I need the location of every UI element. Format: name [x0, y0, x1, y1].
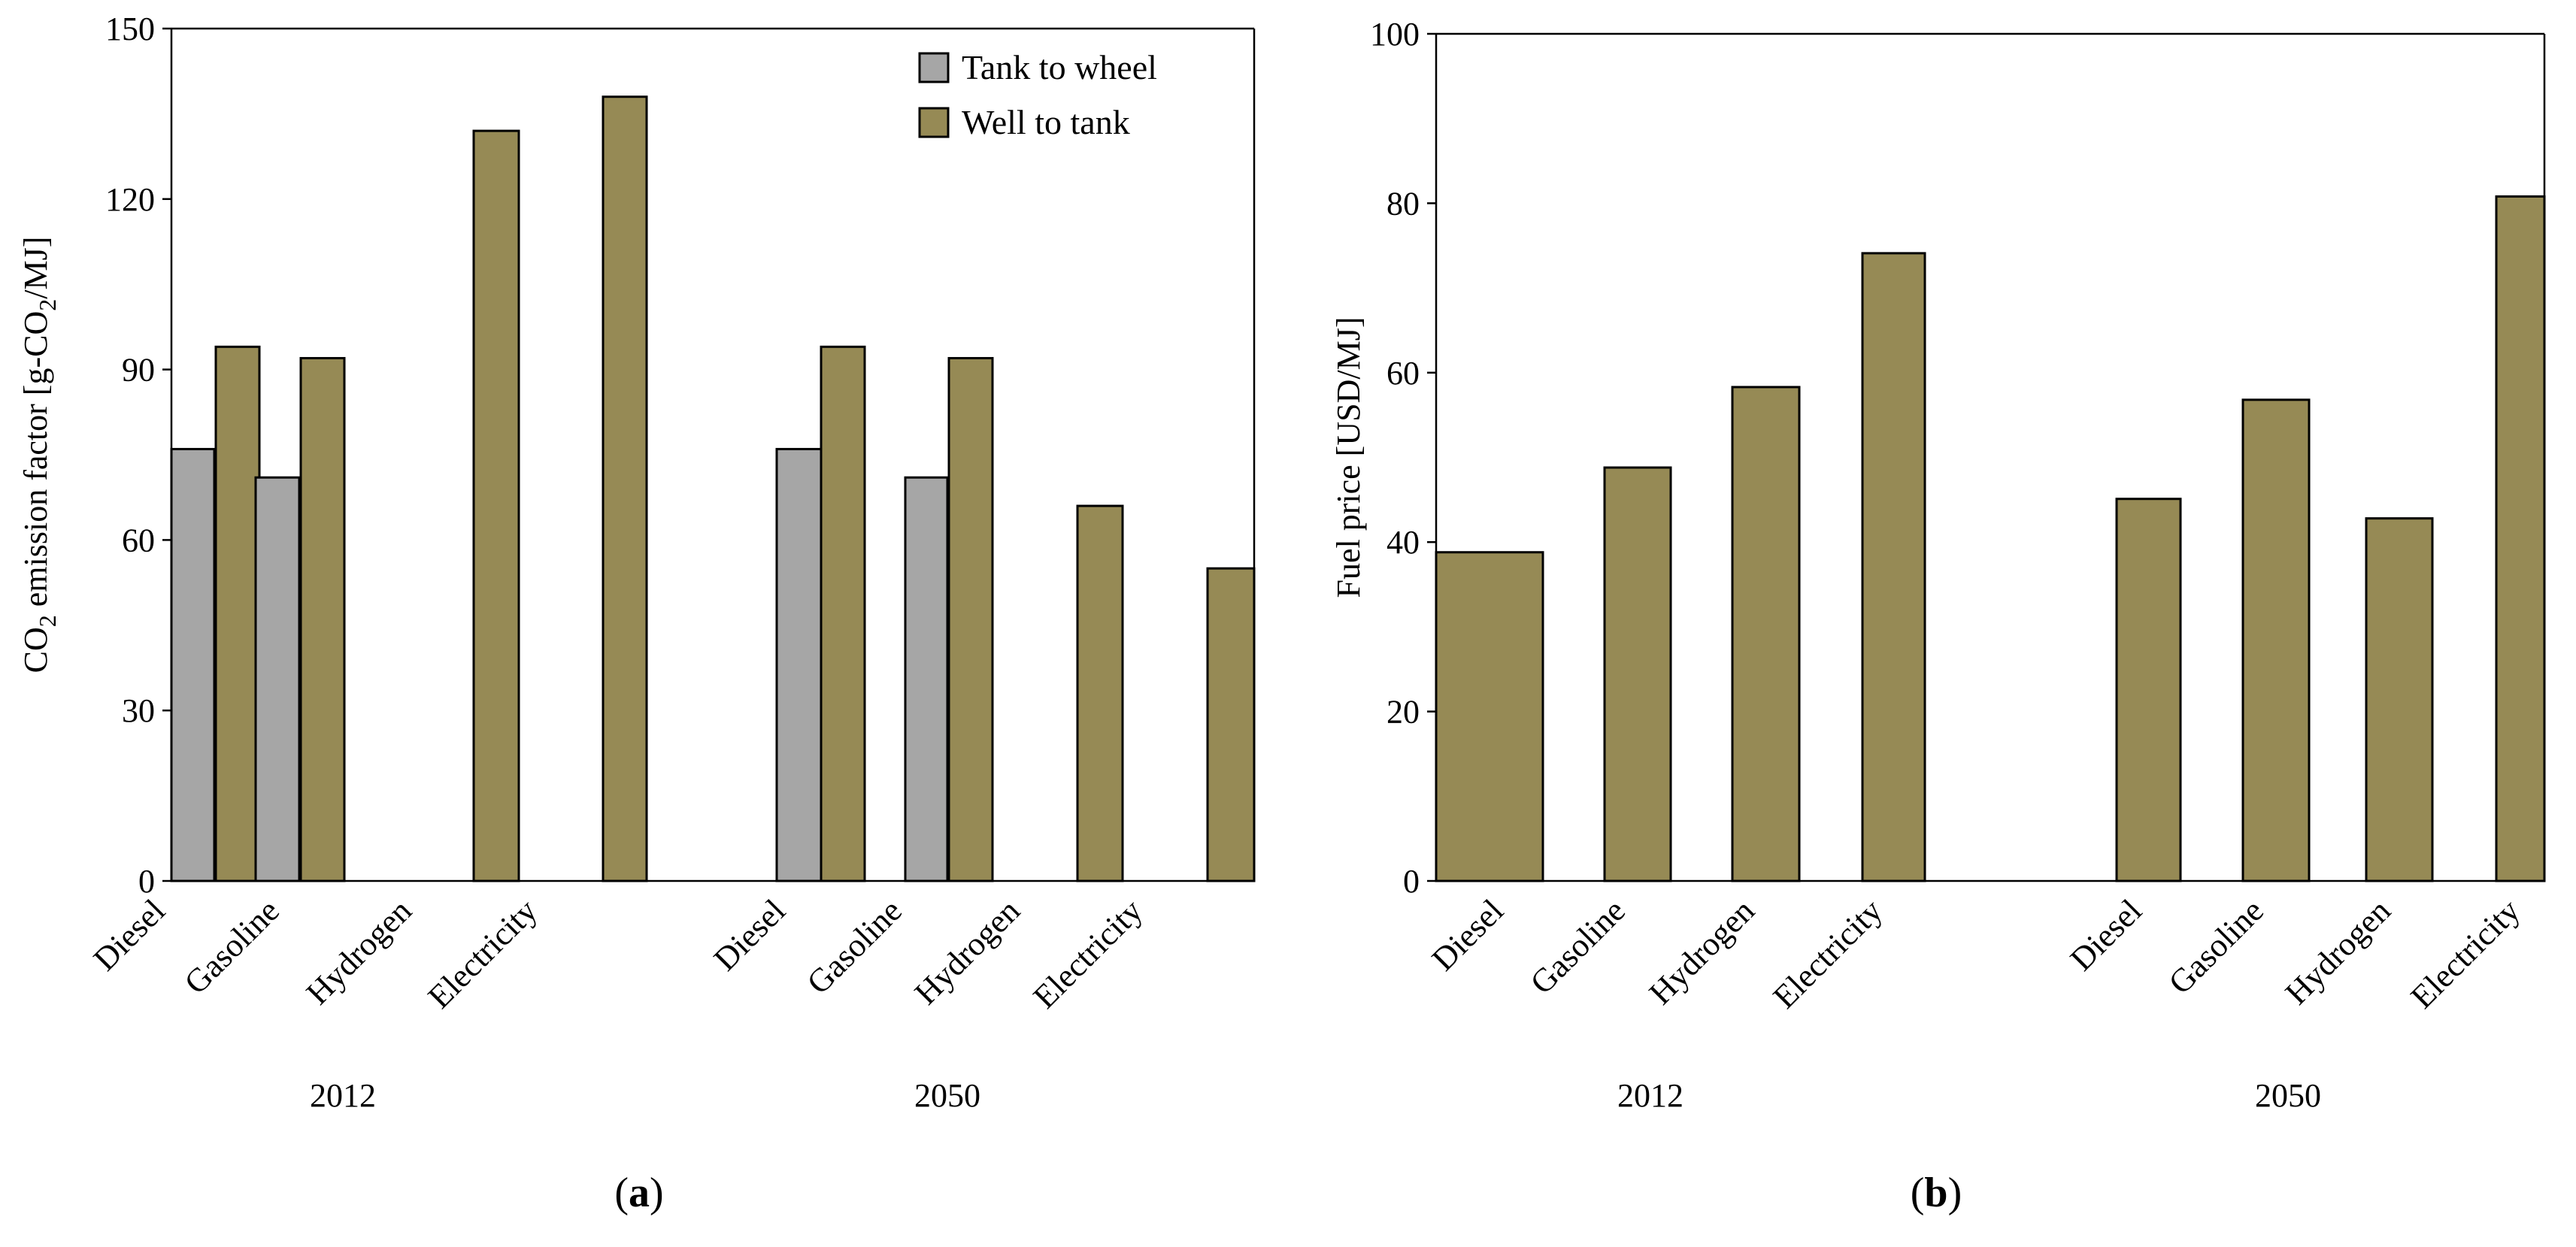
- bar-fuel-price: [1861, 252, 1926, 882]
- y-tick-label: 80: [1386, 185, 1420, 222]
- bar-well-to-tank: [602, 95, 648, 882]
- y-tick-label: 150: [105, 11, 155, 47]
- y-tick-label: 90: [122, 352, 155, 389]
- x-category-label: Diesel: [707, 892, 792, 978]
- panel-label: (b): [1911, 1170, 1962, 1216]
- bar-fuel-price: [1731, 386, 1801, 882]
- x-category-label: Hydrogen: [2278, 892, 2398, 1012]
- y-axis-label-subscript: 2: [34, 299, 61, 311]
- bar-well-to-tank: [472, 129, 520, 882]
- panel-label-letter: b: [1924, 1170, 1947, 1216]
- panel-label-paren: (: [1911, 1170, 1925, 1216]
- bar-tank-to-wheel: [254, 476, 301, 882]
- x-category-label: Diesel: [1425, 892, 1511, 978]
- legend: Tank to wheel Well to tank: [918, 48, 1157, 141]
- x-category-label: Diesel: [2063, 892, 2149, 978]
- y-axis-label-part: CO: [17, 627, 54, 673]
- bar-fuel-price: [1435, 551, 1544, 882]
- x-category-label: Electricity: [1766, 892, 1890, 1015]
- y-tick-label: 40: [1386, 524, 1420, 561]
- bar-tank-to-wheel: [904, 476, 949, 882]
- bar-fuel-price: [2241, 398, 2311, 882]
- x-category-label: Gasoline: [2162, 892, 2271, 1001]
- bar-fuel-price: [2495, 195, 2546, 882]
- bar-well-to-tank: [299, 356, 346, 882]
- y-axis-label: CO2 emission factor [g-CO2/MJ]: [17, 237, 61, 673]
- y-tick-label: 60: [1386, 355, 1420, 392]
- y-axis-label-part: /MJ]: [17, 237, 54, 299]
- legend-swatch: [918, 52, 950, 83]
- x-group-label: 2012: [310, 1077, 376, 1114]
- x-group-label: 2012: [1617, 1077, 1683, 1114]
- y-tick-label: 100: [1370, 16, 1420, 53]
- y-tick-label: 0: [1403, 863, 1420, 900]
- panel-label-paren: (: [614, 1170, 629, 1216]
- y-axis-label-part: emission factor [g-CO: [17, 311, 54, 615]
- panel-label: (a): [614, 1170, 663, 1216]
- x-category-label: Gasoline: [1523, 892, 1632, 1001]
- y-axis-label: Fuel price [USD/MJ]: [1330, 317, 1367, 598]
- bar-fuel-price: [2115, 498, 2182, 882]
- x-category-label: Gasoline: [800, 892, 909, 1001]
- bar-fuel-price: [1603, 466, 1672, 882]
- bar-fuel-price: [2365, 517, 2434, 882]
- legend-label: Tank to wheel: [962, 48, 1157, 86]
- panel-label-letter: a: [629, 1170, 650, 1216]
- bar-well-to-tank: [947, 356, 994, 882]
- y-tick-label: 20: [1386, 694, 1420, 731]
- bar-tank-to-wheel: [775, 447, 823, 882]
- bar-well-to-tank: [214, 345, 261, 882]
- bar-well-to-tank: [1076, 504, 1124, 882]
- panel-label-paren: ): [650, 1170, 664, 1216]
- y-axis-label-subscript: 2: [34, 615, 61, 627]
- x-group-label: 2050: [2255, 1077, 2321, 1114]
- legend-swatch: [918, 107, 950, 138]
- y-tick-label: 30: [122, 692, 155, 729]
- bar-well-to-tank: [1206, 567, 1256, 882]
- x-group-label: 2050: [914, 1077, 980, 1114]
- bar-well-to-tank: [820, 345, 866, 882]
- x-category-label: Hydrogen: [908, 892, 1027, 1012]
- y-tick-label: 120: [105, 181, 155, 218]
- x-category-label: Electricity: [1026, 892, 1150, 1015]
- panel-label-paren: ): [1948, 1170, 1962, 1216]
- x-category-label: Diesel: [86, 892, 172, 978]
- y-tick-label: 60: [122, 522, 155, 558]
- x-category-label: Electricity: [421, 892, 544, 1015]
- bar-tank-to-wheel: [170, 447, 216, 882]
- x-category-label: Electricity: [2404, 892, 2527, 1015]
- y-tick-label: 0: [138, 863, 155, 900]
- x-category-label: Hydrogen: [1642, 892, 1762, 1012]
- x-category-label: Hydrogen: [299, 892, 419, 1012]
- legend-label: Well to tank: [962, 103, 1130, 141]
- x-category-label: Gasoline: [177, 892, 286, 1001]
